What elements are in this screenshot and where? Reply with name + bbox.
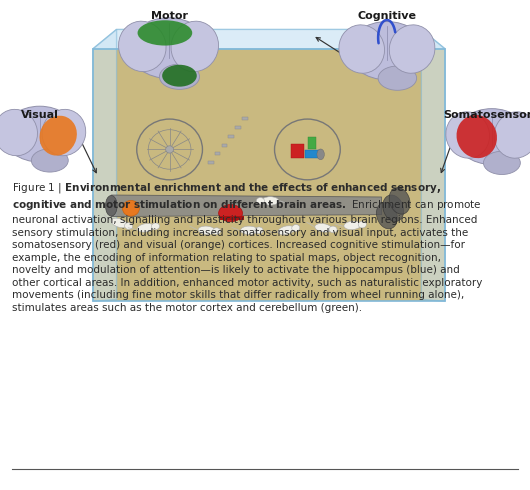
Ellipse shape: [0, 109, 38, 156]
Text: Cognitive: Cognitive: [357, 11, 417, 21]
Ellipse shape: [389, 188, 410, 214]
Ellipse shape: [456, 115, 497, 158]
Bar: [208, 161, 214, 164]
Ellipse shape: [125, 222, 132, 229]
Bar: [93, 49, 445, 301]
Ellipse shape: [213, 228, 220, 234]
Ellipse shape: [152, 223, 160, 230]
Text: Motor: Motor: [151, 11, 188, 21]
Bar: [93, 49, 445, 301]
Bar: [242, 117, 248, 120]
Text: Somatosensory: Somatosensory: [444, 110, 530, 120]
Ellipse shape: [42, 109, 86, 156]
Bar: [308, 137, 316, 149]
Ellipse shape: [376, 202, 398, 229]
Ellipse shape: [218, 205, 243, 221]
Bar: [228, 135, 234, 138]
Ellipse shape: [262, 196, 279, 205]
Ellipse shape: [160, 64, 199, 89]
Ellipse shape: [111, 218, 127, 228]
Bar: [222, 144, 227, 147]
Ellipse shape: [119, 21, 166, 72]
Polygon shape: [111, 195, 382, 217]
Circle shape: [122, 200, 139, 216]
Polygon shape: [93, 29, 117, 301]
Ellipse shape: [339, 25, 385, 73]
Ellipse shape: [171, 21, 218, 72]
Ellipse shape: [198, 226, 215, 235]
Bar: [305, 150, 321, 158]
Bar: [292, 144, 304, 158]
Ellipse shape: [292, 224, 300, 231]
Ellipse shape: [317, 149, 324, 160]
Ellipse shape: [278, 226, 295, 235]
Ellipse shape: [137, 223, 154, 232]
Ellipse shape: [162, 65, 197, 87]
Ellipse shape: [3, 106, 77, 162]
Ellipse shape: [105, 196, 117, 216]
Bar: [220, 216, 244, 220]
Ellipse shape: [315, 223, 332, 232]
Ellipse shape: [344, 221, 361, 230]
Ellipse shape: [389, 25, 435, 73]
Ellipse shape: [455, 109, 529, 165]
Ellipse shape: [241, 226, 258, 234]
Ellipse shape: [329, 226, 337, 233]
Text: Figure 1 | $\bf{Environmental\ enrichment\ and\ the\ effects\ of\ enhanced\ sens: Figure 1 | $\bf{Environmental\ enrichmen…: [12, 181, 482, 313]
Polygon shape: [421, 29, 445, 301]
Circle shape: [166, 146, 173, 153]
Ellipse shape: [483, 151, 520, 174]
Ellipse shape: [257, 197, 264, 204]
Ellipse shape: [348, 22, 426, 80]
Bar: [215, 152, 220, 155]
Ellipse shape: [358, 221, 366, 228]
Bar: [235, 126, 241, 129]
Ellipse shape: [255, 227, 263, 234]
Ellipse shape: [138, 20, 192, 46]
Ellipse shape: [446, 112, 490, 158]
Polygon shape: [93, 29, 445, 49]
Ellipse shape: [378, 66, 417, 90]
Ellipse shape: [494, 112, 530, 158]
Ellipse shape: [31, 149, 68, 172]
Ellipse shape: [383, 195, 404, 221]
Ellipse shape: [40, 116, 77, 156]
Ellipse shape: [128, 18, 209, 78]
Text: Visual: Visual: [21, 110, 59, 120]
